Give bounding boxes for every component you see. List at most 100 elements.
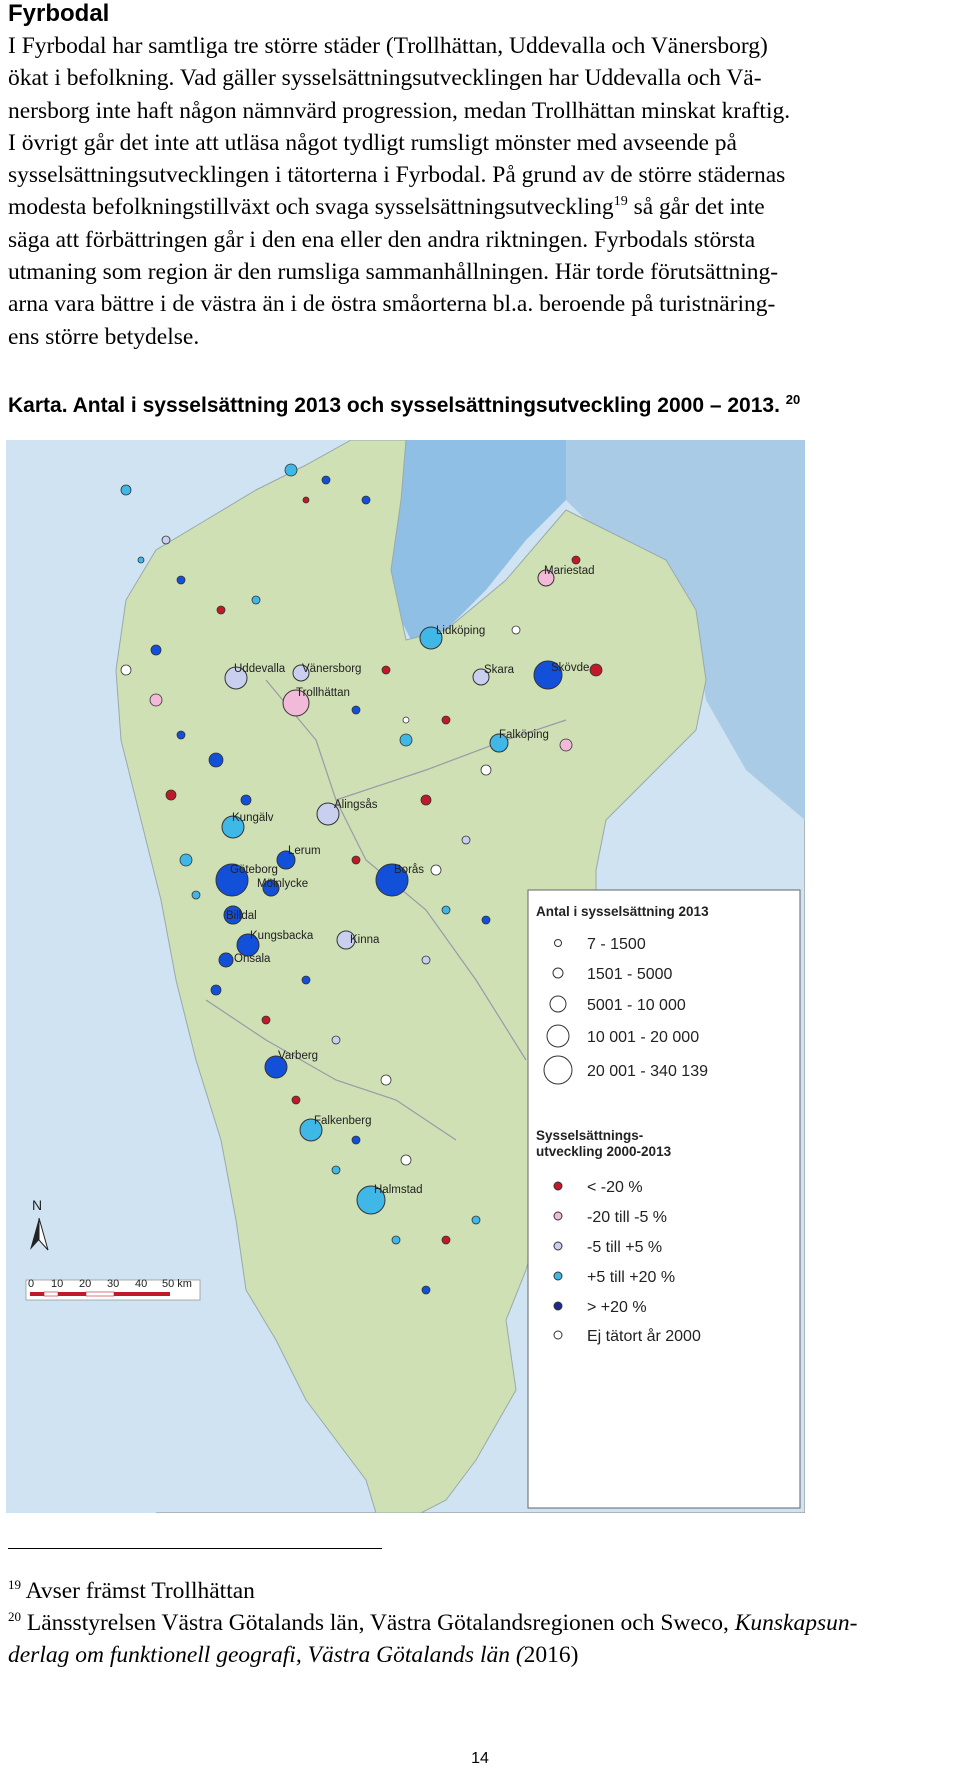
legend-change-label: < -20 % xyxy=(587,1179,643,1196)
city-label: Kungsbacka xyxy=(250,930,314,942)
paragraph-line: ens större betydelse. xyxy=(8,323,200,350)
scale-label: 30 xyxy=(107,1278,119,1290)
city-marker-goteborg[interactable] xyxy=(215,863,249,897)
city-marker-kungsbacka[interactable] xyxy=(236,933,260,957)
land-area xyxy=(115,440,707,1513)
legend-size-label: 5001 - 10 000 xyxy=(587,997,686,1014)
city-marker-varberg[interactable] xyxy=(264,1055,288,1079)
footnote-text: Länsstyrelsen Västra Götalands län, Väst… xyxy=(26,1610,735,1636)
paragraph-line: nersborg inte haft någon nämnvärd progre… xyxy=(8,97,791,124)
city-label: Billdal xyxy=(226,910,257,922)
city-marker-uddevalla[interactable] xyxy=(224,666,248,690)
footnote-italic: derlag om funktionell geografi, Västra G… xyxy=(8,1642,524,1668)
legend-change-title: Sysselsättnings- xyxy=(536,1128,643,1143)
city-label: Vänersborg xyxy=(302,663,361,675)
city-label: Lidköping xyxy=(436,625,485,637)
legend-change-label: Ej tätort år 2000 xyxy=(587,1327,701,1345)
lake-vattern xyxy=(566,440,805,820)
city-label: Alingsås xyxy=(334,799,378,811)
city-marker-boras[interactable] xyxy=(375,863,409,897)
city-marker-falkenberg[interactable] xyxy=(299,1118,323,1142)
paragraph-line: arna vara bättre i de västra än i de öst… xyxy=(8,291,776,318)
legend-size-symbol xyxy=(549,995,567,1013)
legend-change-symbol xyxy=(553,1330,563,1340)
city-label: Göteborg xyxy=(230,864,278,876)
paragraph-line: I övrigt går det inte att utläsa något t… xyxy=(8,129,737,156)
scale-label: 40 xyxy=(135,1278,147,1290)
city-label: Skara xyxy=(484,664,515,676)
legend-size-title: Antal i sysselsättning 2013 xyxy=(536,904,709,919)
legend-change-title: utveckling 2000-2013 xyxy=(536,1144,672,1159)
city-label: Mölnlycke xyxy=(257,878,308,890)
city-label: Halmstad xyxy=(374,1184,423,1196)
city-marker-lidkoping[interactable] xyxy=(419,626,443,650)
paragraph-text: modesta befolkningstillväxt och svaga sy… xyxy=(8,194,614,221)
city-markers xyxy=(215,569,563,1215)
footnote-divider xyxy=(8,1548,382,1549)
north-arrow-icon: N xyxy=(30,1197,49,1251)
legend-box xyxy=(527,889,801,1509)
city-marker-vanersborg[interactable] xyxy=(292,664,310,682)
paragraph-line: modesta befolkningstillväxt och svaga sy… xyxy=(8,191,952,223)
city-label: Onsala xyxy=(234,953,271,965)
legend-change-symbol xyxy=(553,1301,563,1311)
footnote-text: 2016) xyxy=(523,1642,579,1668)
city-label: Borås xyxy=(394,864,424,876)
municipal-border xyxy=(265,679,527,1061)
legend-change-symbol xyxy=(553,1271,563,1281)
city-marker-lerum[interactable] xyxy=(276,850,296,870)
footnote-italic: Kunskapsun- xyxy=(734,1610,858,1636)
legend-size-label: 1501 - 5000 xyxy=(587,966,673,983)
city-label: Trollhättan xyxy=(296,687,350,699)
city-label: Falkenberg xyxy=(314,1115,372,1127)
legend-size-symbol xyxy=(546,1024,570,1048)
footnote-20: 20 Länsstyrelsen Västra Götalands län, V… xyxy=(8,1607,952,1671)
map-caption: Karta. Antal i sysselsättning 2013 och s… xyxy=(8,392,801,418)
paragraph-line: sysselsättningsutvecklingen i tätorterna… xyxy=(8,162,786,189)
section-title: Fyrbodal xyxy=(8,0,110,27)
paragraph-text: så går det inte xyxy=(627,194,765,221)
city-marker-trollhattan[interactable] xyxy=(282,689,310,717)
lake-vanern xyxy=(386,440,566,640)
city-marker-mariestad[interactable] xyxy=(537,569,555,587)
paragraph-line: utmaning som region är den rumsliga samm… xyxy=(8,259,779,286)
city-marker-kungalv[interactable] xyxy=(221,815,245,839)
city-labels: Mariestad Lidköping Skara Skövde Uddeval… xyxy=(226,565,595,1196)
legend-size-symbol xyxy=(552,967,564,979)
city-marker-skara[interactable] xyxy=(472,668,490,686)
scale-label: 10 xyxy=(51,1278,63,1290)
city-marker-kinna[interactable] xyxy=(336,930,356,950)
municipal-border xyxy=(205,999,457,1141)
city-marker-falkoping[interactable] xyxy=(489,733,509,753)
municipal-border xyxy=(335,719,567,801)
map-legend: Antal i sysselsättning 2013 7 - 1500 150… xyxy=(527,889,801,1509)
footnote-text: Avser främst Trollhättan xyxy=(25,1578,255,1604)
city-marker-alingsas[interactable] xyxy=(316,802,340,826)
city-marker-halmstad[interactable] xyxy=(356,1185,386,1215)
city-marker-billdal[interactable] xyxy=(223,905,243,925)
legend-change-symbol xyxy=(553,1241,563,1251)
paragraph-line: I Fyrbodal har samtliga tre större städe… xyxy=(8,33,768,59)
footnote-ref-19[interactable]: 19 xyxy=(613,194,628,210)
footnote-19: 19 Avser främst Trollhättan xyxy=(8,1575,255,1607)
scale-label: 50 km xyxy=(162,1278,192,1290)
city-label: Kungälv xyxy=(232,812,274,824)
body-paragraph: I Fyrbodal har samtliga tre större städe… xyxy=(8,30,952,353)
legend-change-label: +5 till +20 % xyxy=(587,1269,675,1286)
footnote-number: 19 xyxy=(8,1577,21,1593)
scale-bar: 0 10 20 30 40 50 km xyxy=(25,1278,201,1301)
legend-change-symbol xyxy=(553,1181,563,1191)
legend-size-label: 20 001 - 340 139 xyxy=(587,1063,708,1080)
page-number: 14 xyxy=(471,1750,489,1767)
legend-size-label: 7 - 1500 xyxy=(587,936,646,953)
city-label: Uddevalla xyxy=(234,663,286,675)
city-label: Falköping xyxy=(499,729,549,741)
city-marker-skovde[interactable] xyxy=(533,660,563,690)
footnote-ref-20[interactable]: 20 xyxy=(785,392,801,407)
city-marker-onsala[interactable] xyxy=(218,952,234,968)
employment-map: Mariestad Lidköping Skara Skövde Uddeval… xyxy=(6,440,805,1513)
city-marker-molnlycke[interactable] xyxy=(262,879,280,897)
city-label: Varberg xyxy=(278,1050,318,1062)
legend-change-label: > +20 % xyxy=(587,1299,647,1316)
map-caption-text: Karta. Antal i sysselsättning 2013 och s… xyxy=(8,394,780,417)
